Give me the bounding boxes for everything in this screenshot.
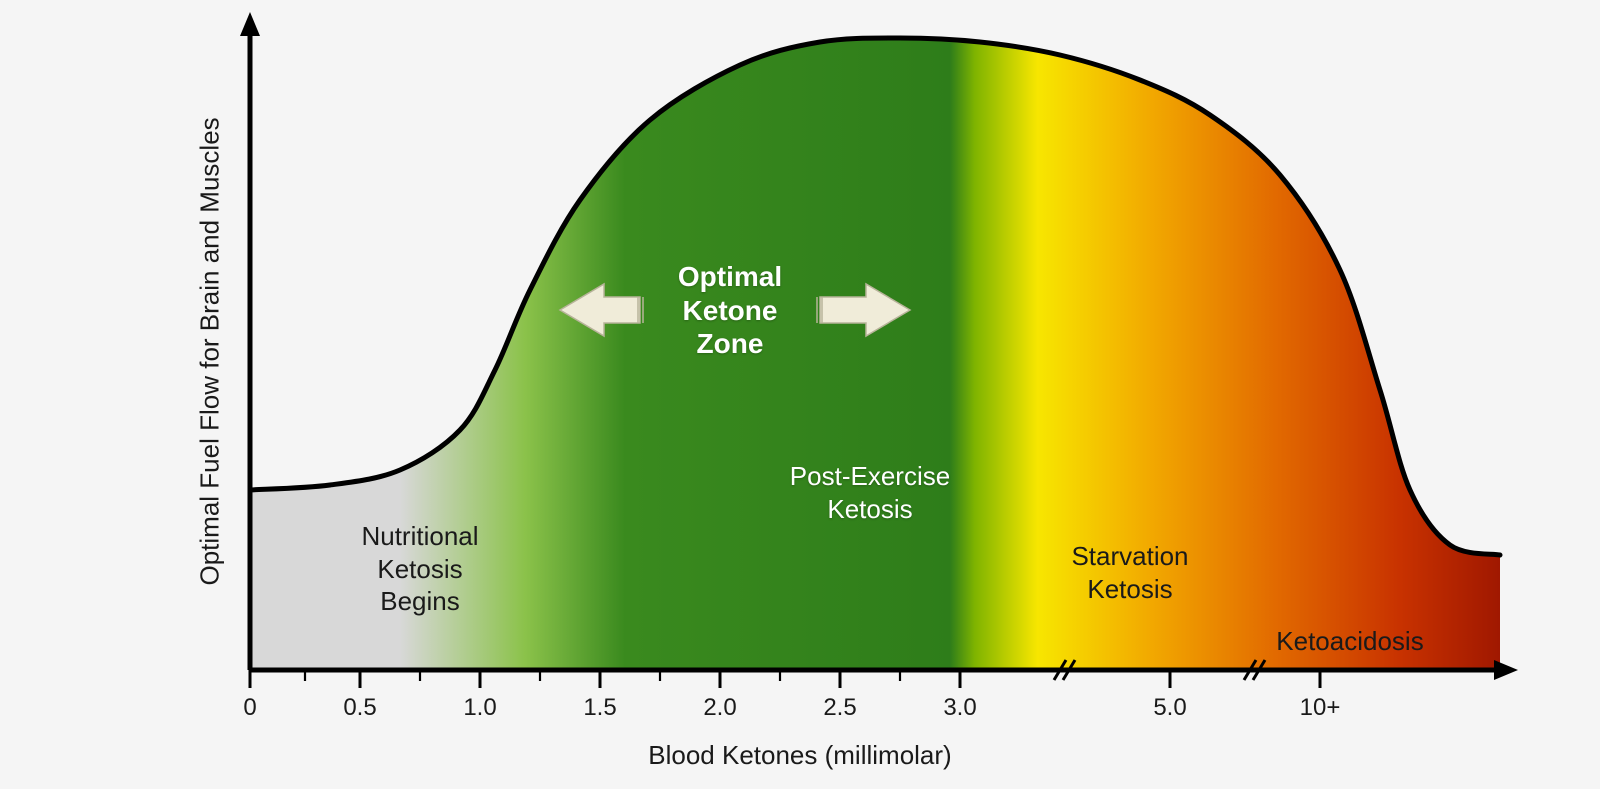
optimal-zone-label: Optimal Ketone Zone xyxy=(650,260,810,361)
ketone-zone-chart xyxy=(0,0,1600,789)
x-tick-label: 1.0 xyxy=(463,694,496,722)
x-tick-label: 2.5 xyxy=(823,694,856,722)
x-tick-label: 5.0 xyxy=(1153,694,1186,722)
x-tick-label: 0 xyxy=(243,694,256,722)
x-tick-label: 10+ xyxy=(1300,694,1341,722)
x-tick-label: 0.5 xyxy=(343,694,376,722)
zone-label: Nutritional Ketosis Begins xyxy=(300,520,540,618)
x-tick-label: 3.0 xyxy=(943,694,976,722)
zone-label: Starvation Ketosis xyxy=(1010,540,1250,605)
zone-label: Ketoacidosis xyxy=(1230,625,1470,658)
x-tick-label: 1.5 xyxy=(583,694,616,722)
x-axis-label: Blood Ketones (millimolar) xyxy=(600,740,1000,771)
y-axis-label: Optimal Fuel Flow for Brain and Muscles xyxy=(195,146,226,586)
zone-label: Post-Exercise Ketosis xyxy=(750,460,990,525)
x-tick-label: 2.0 xyxy=(703,694,736,722)
